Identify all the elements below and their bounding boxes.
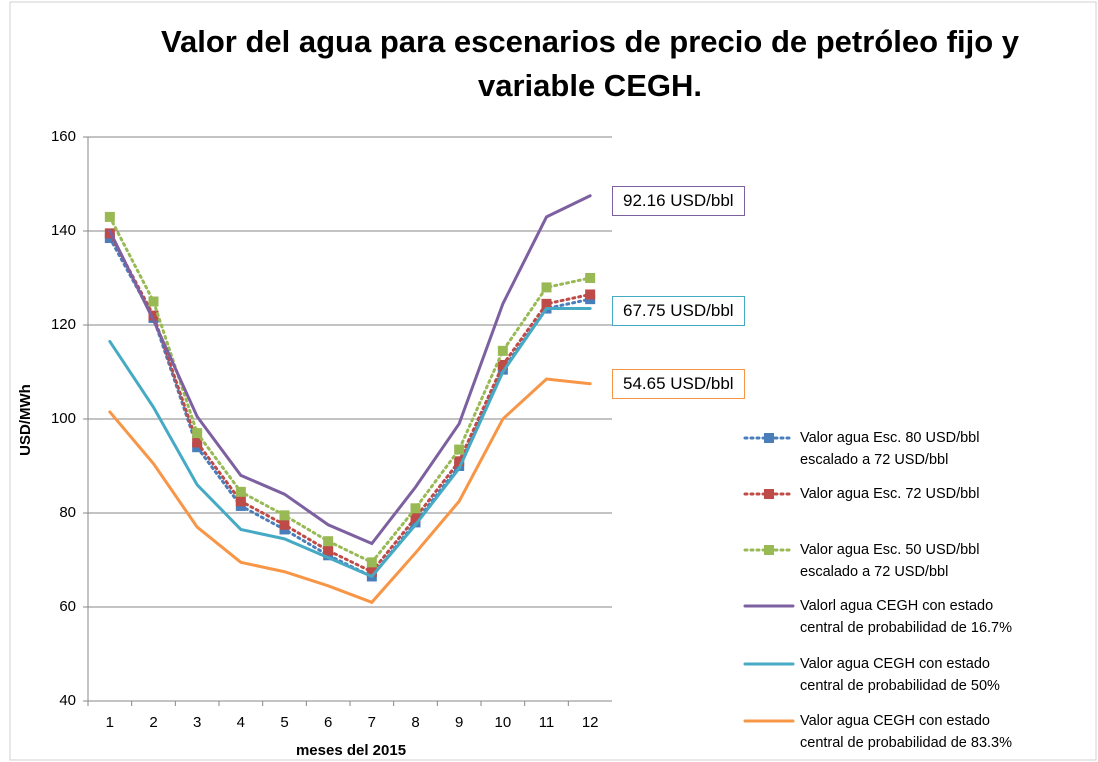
y-tick-label: 40 xyxy=(59,692,76,709)
legend-marker xyxy=(764,489,774,499)
marker xyxy=(279,510,290,521)
marker xyxy=(497,359,508,370)
annotation: 54.65 USD/bbl xyxy=(612,369,745,399)
legend-label: Valor agua CEGH con estado central de pr… xyxy=(800,656,1000,694)
marker xyxy=(235,496,246,507)
marker xyxy=(323,536,334,547)
marker xyxy=(454,456,465,467)
legend-label: Valor agua Esc. 50 USD/bbl escalado a 72… xyxy=(800,542,980,580)
x-tick-label: 6 xyxy=(324,714,332,731)
marker xyxy=(104,211,115,222)
x-tick-label: 2 xyxy=(149,714,157,731)
legend-marker xyxy=(764,433,774,443)
marker xyxy=(454,444,465,455)
marker xyxy=(541,282,552,293)
series-line xyxy=(108,194,592,546)
x-tick-label: 4 xyxy=(237,714,245,731)
marker xyxy=(279,519,290,530)
marker xyxy=(585,273,596,283)
annotation: 92.16 USD/bbl xyxy=(612,186,745,216)
x-axis-label: meses del 2015 xyxy=(296,742,406,759)
series-line xyxy=(108,307,592,579)
marker xyxy=(541,298,552,309)
x-tick-label: 7 xyxy=(368,714,376,731)
chart-border xyxy=(9,1,1097,761)
x-tick-label: 5 xyxy=(280,714,288,731)
marker xyxy=(585,289,596,300)
legend-label: Valor agua CEGH con estado central de pr… xyxy=(800,713,1013,751)
marker xyxy=(235,486,246,497)
chart-title: Valor del agua para escenarios de precio… xyxy=(161,24,1019,103)
marker xyxy=(323,545,334,556)
y-axis-label: USD/MWh xyxy=(17,384,34,456)
x-tick-label: 1 xyxy=(106,714,114,731)
marker xyxy=(366,566,377,577)
marker xyxy=(148,296,159,307)
y-tick-label: 60 xyxy=(59,598,76,615)
x-tick-label: 12 xyxy=(582,714,599,731)
x-tick-label: 11 xyxy=(539,714,555,731)
legend-label: Valor agua Esc. 80 USD/bbl escalado a 72… xyxy=(800,430,980,468)
marker xyxy=(497,345,508,356)
y-tick-label: 160 xyxy=(51,128,76,145)
legend-label: Valor agua Esc. 72 USD/bbl xyxy=(800,486,980,502)
marker xyxy=(192,437,203,448)
x-tick-label: 3 xyxy=(193,714,201,731)
y-tick-label: 120 xyxy=(51,316,76,333)
marker xyxy=(366,557,377,568)
y-tick-label: 80 xyxy=(59,504,76,521)
marker xyxy=(192,428,203,439)
x-tick-label: 9 xyxy=(455,714,463,731)
x-tick-label: 10 xyxy=(494,714,511,731)
annotation: 67.75 USD/bbl xyxy=(612,296,745,326)
marker xyxy=(410,512,421,523)
series-line xyxy=(108,236,592,579)
series-line xyxy=(108,215,592,565)
marker xyxy=(410,503,421,514)
series-line xyxy=(108,377,592,605)
x-tick-label: 8 xyxy=(411,714,419,731)
marker xyxy=(148,310,159,321)
series-line xyxy=(108,231,592,574)
legend-label: Valorl agua CEGH con estado central de p… xyxy=(800,598,1013,636)
y-tick-label: 100 xyxy=(51,410,76,427)
y-tick-label: 140 xyxy=(51,222,76,239)
legend-marker xyxy=(764,545,774,555)
